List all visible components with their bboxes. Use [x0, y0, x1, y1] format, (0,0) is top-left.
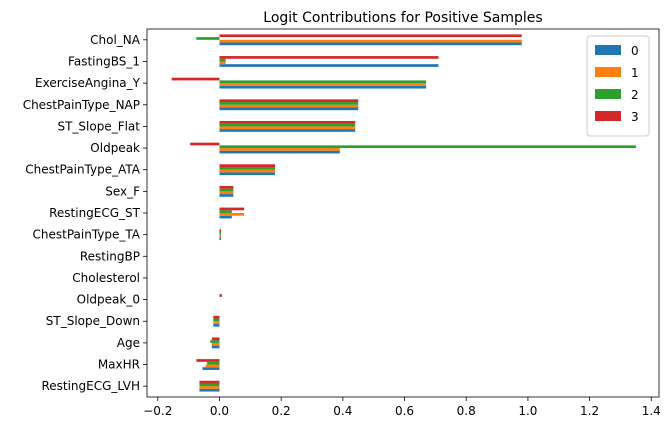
bar-chestpaintype-nap-series-1 — [219, 104, 359, 108]
bar-age-series-1 — [211, 342, 220, 346]
bar-fastingbs-1-series-2 — [219, 58, 226, 62]
y-tick-label: ST_Slope_Flat — [57, 119, 140, 133]
x-tick-label: 1.0 — [518, 404, 537, 418]
y-tick-label: Oldpeak_0 — [77, 293, 140, 307]
legend-label-series-1: 1 — [631, 66, 639, 80]
bar-st-slope-down-series-0 — [213, 323, 220, 327]
bar-chestpaintype-ta-series-1 — [219, 234, 222, 238]
bar-exerciseangina-y-series-0 — [219, 85, 427, 89]
y-tick-label: Oldpeak — [90, 141, 140, 155]
x-tick-label: 0.0 — [210, 404, 229, 418]
bar-fastingbs-1-series-3 — [219, 56, 439, 59]
bar-chol-na-series-2 — [196, 37, 220, 40]
legend-label-series-3: 3 — [631, 110, 639, 124]
bar-chestpaintype-ata-series-0 — [219, 172, 275, 176]
x-tick-label: 0.8 — [457, 404, 476, 418]
bar-chestpaintype-ta-series-2 — [219, 231, 222, 235]
bar-exerciseangina-y-series-1 — [219, 83, 427, 86]
bar-restingecg-st-series-2 — [219, 210, 232, 213]
x-tick-label: 0.2 — [272, 404, 291, 418]
bar-chestpaintype-nap-series-2 — [219, 102, 359, 105]
y-tick-label: Age — [117, 336, 140, 350]
bar-chestpaintype-nap-series-0 — [219, 107, 359, 111]
y-tick-label: ChestPainType_TA — [33, 228, 141, 242]
y-tick-label: Chol_NA — [90, 33, 141, 47]
bar-exerciseangina-y-series-2 — [219, 80, 427, 84]
x-tick-label: 1.2 — [580, 404, 599, 418]
y-tick-label: ChestPainType_NAP — [23, 98, 140, 112]
bar-fastingbs-1-series-0 — [219, 64, 439, 67]
bar-exerciseangina-y-series-3 — [171, 77, 220, 81]
bar-chestpaintype-ata-series-2 — [219, 167, 275, 170]
bar-st-slope-flat-series-0 — [219, 129, 356, 132]
bar-chol-na-series-3 — [219, 34, 522, 38]
bar-chol-na-series-0 — [219, 42, 522, 46]
legend-label-series-0: 0 — [631, 44, 639, 58]
bar-st-slope-flat-series-2 — [219, 123, 356, 127]
axes: −0.2 0.0 0.2 0.4 0.6 0.8 1.0 1.2 1.4 Chol_NA Fasti… — [23, 28, 661, 418]
bar-sex-f-series-2 — [219, 188, 234, 192]
bar-age-series-2 — [210, 340, 220, 343]
bar-oldpeak-series-1 — [219, 148, 340, 151]
y-tick-label: RestingBP — [80, 249, 140, 263]
bar-restingecg-st-series-1 — [219, 213, 245, 216]
bar-restingecg-lvh-series-3 — [199, 380, 220, 384]
bar-maxhr-series-0 — [202, 367, 220, 370]
bar-restingecg-lvh-series-0 — [199, 388, 220, 392]
bar-oldpeak-series-2 — [219, 145, 636, 149]
x-tick-label: 1.4 — [642, 404, 661, 418]
bar-st-slope-down-series-2 — [213, 318, 220, 322]
y-tick-label: ST_Slope_Down — [46, 314, 140, 328]
bar-maxhr-series-2 — [207, 361, 220, 365]
y-tick-label: Cholesterol — [72, 271, 140, 285]
bar-maxhr-series-1 — [205, 364, 220, 368]
x-tick-label: −0.2 — [143, 404, 172, 418]
bar-oldpeak-series-0 — [219, 150, 340, 154]
y-tick-label: FastingBS_1 — [68, 54, 140, 68]
bar-sex-f-series-0 — [219, 194, 234, 197]
bar-st-slope-flat-series-3 — [219, 121, 356, 124]
bar-age-series-0 — [211, 345, 220, 349]
bar-chol-na-series-1 — [219, 39, 522, 43]
legend-swatch-series-3 — [595, 111, 621, 121]
bar-chestpaintype-ta-series-3 — [219, 229, 222, 232]
bar-oldpeak-series-3 — [190, 142, 220, 146]
bar-chestpaintype-ata-series-1 — [219, 169, 275, 173]
y-tick-label: ChestPainType_ATA — [25, 163, 141, 177]
bar-st-slope-down-series-1 — [213, 321, 220, 324]
bar-restingecg-lvh-series-2 — [199, 383, 220, 387]
legend-label-series-2: 2 — [631, 88, 639, 102]
chart-title: Logit Contributions for Positive Samples — [263, 10, 542, 26]
legend-swatch-series-2 — [595, 89, 621, 99]
plot-area — [171, 34, 636, 392]
legend-swatch-series-0 — [595, 45, 621, 55]
legend-swatch-series-1 — [595, 67, 621, 77]
x-tick-label: 0.6 — [395, 404, 414, 418]
bar-chestpaintype-nap-series-3 — [219, 99, 359, 103]
x-tick-label: 0.4 — [333, 404, 352, 418]
legend: 0 1 2 3 — [586, 35, 650, 137]
y-tick-label: RestingECG_LVH — [41, 379, 140, 393]
y-tick-label: ExerciseAngina_Y — [35, 76, 141, 90]
bar-oldpeak-0-series-3 — [219, 294, 222, 297]
bar-restingecg-st-series-3 — [219, 207, 245, 211]
bar-sex-f-series-3 — [219, 185, 234, 189]
y-tick-label: RestingECG_ST — [49, 206, 141, 220]
bar-st-slope-down-series-3 — [213, 315, 220, 319]
bar-restingecg-st-series-0 — [219, 215, 232, 219]
bar-st-slope-flat-series-1 — [219, 126, 356, 130]
bar-chestpaintype-ata-series-3 — [219, 164, 275, 167]
bar-maxhr-series-3 — [196, 359, 220, 362]
bar-sex-f-series-1 — [219, 191, 234, 195]
bar-restingecg-lvh-series-1 — [199, 386, 220, 389]
bar-chestpaintype-ta-series-0 — [219, 237, 222, 241]
bar-fastingbs-1-series-1 — [219, 61, 226, 65]
y-tick-label: Sex_F — [105, 184, 140, 198]
y-tick-label: MaxHR — [98, 358, 140, 372]
bar-age-series-3 — [211, 337, 220, 341]
